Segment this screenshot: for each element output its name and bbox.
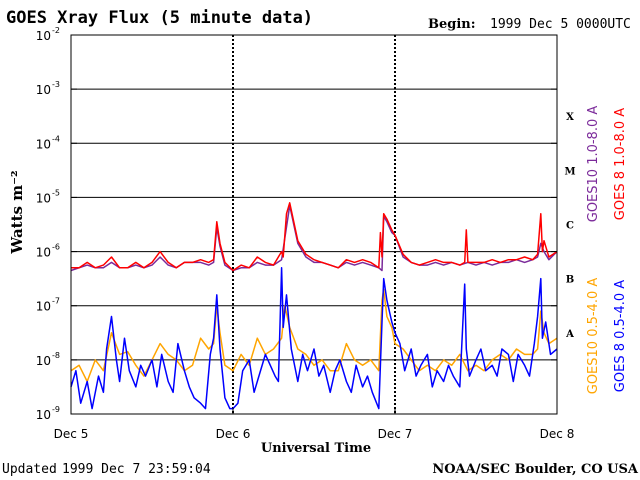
flare-class-a: A [565, 329, 574, 340]
x-axis-label: Universal Time [261, 441, 371, 456]
series-line-goes8-long [71, 202, 558, 272]
y-tick-exponent: -3 [52, 80, 60, 89]
begin-value: 1999 Dec 5 0000UTC [490, 17, 631, 32]
y-tick-exponent: -4 [52, 134, 60, 143]
y-tick-exponent: -2 [52, 26, 60, 35]
x-tick-label: Dec 5 [54, 427, 89, 441]
legend-goes10-long: GOES10 1.0-8.0 A [586, 106, 601, 223]
flare-class-b: B [566, 275, 574, 286]
flare-class-x: X [566, 112, 574, 123]
y-tick-exponent: -5 [52, 188, 60, 197]
y-tick-exponent: -6 [52, 243, 60, 252]
flare-class-c: C [566, 221, 574, 232]
plot-grid [71, 35, 557, 414]
legend-goes10-short: GOES10 0.5-4.0 A [586, 278, 601, 395]
chart-title: GOES Xray Flux (5 minute data) [6, 8, 313, 28]
y-tick-label: 10 [36, 191, 51, 205]
flare-class-labels: X M C B A [564, 112, 575, 340]
y-tick-exponent: -7 [52, 297, 60, 306]
y-tick-label: 10 [36, 408, 51, 422]
series-line-goes10-short [70, 288, 558, 383]
x-tick-label: Dec 7 [378, 427, 413, 441]
y-tick-label: 10 [36, 29, 51, 43]
y-tick-label: 10 [36, 137, 51, 151]
y-tick-label: 10 [36, 246, 51, 260]
y-tick-label: 10 [36, 83, 51, 97]
x-tick-label: Dec 6 [216, 427, 251, 441]
legend-goes8-long: GOES 8 1.0-8.0 A [613, 108, 628, 220]
y-tick-label: 10 [36, 300, 51, 314]
y-axis-label: Watts m⁻² [8, 170, 26, 254]
y-tick-exponent: -9 [52, 405, 60, 414]
plot-series [70, 202, 558, 410]
flare-class-m: M [564, 166, 575, 177]
legend-goes8-short: GOES 8 0.5-4.0 A [613, 280, 628, 392]
updated-value: 1999 Dec 7 23:59:04 [62, 462, 211, 477]
x-tick-label: Dec 8 [540, 427, 575, 441]
y-tick-label: 10 [36, 354, 51, 368]
plot-frame [70, 34, 558, 415]
series-line-goes10-long [70, 204, 558, 272]
begin-label: Begin: [428, 17, 476, 32]
legend: GOES10 1.0-8.0 A GOES 8 1.0-8.0 A GOES10 0… [586, 106, 628, 395]
updated-label: Updated [2, 462, 57, 477]
series-line-goes8-short [70, 267, 558, 410]
source-credit: NOAA/SEC Boulder, CO USA [432, 462, 639, 477]
y-tick-exponent: -8 [52, 351, 60, 360]
